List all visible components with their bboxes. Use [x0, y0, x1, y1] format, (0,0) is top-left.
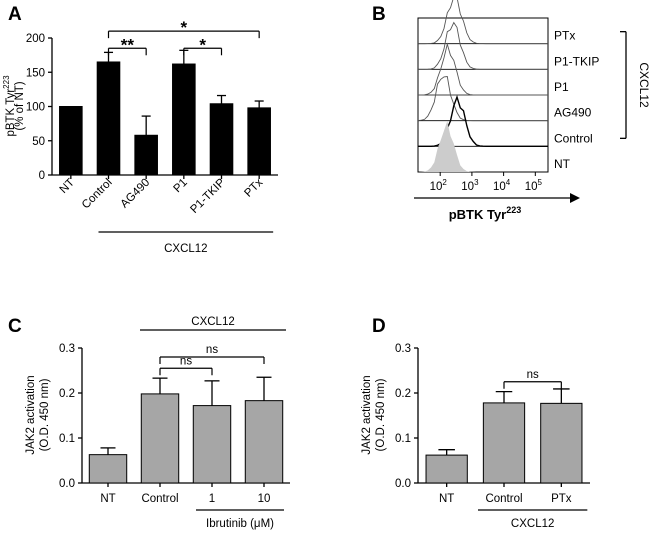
y-tick-label: 0.3	[395, 343, 411, 355]
histogram-filled-nt	[418, 121, 548, 172]
category-label: Control	[80, 177, 115, 212]
sample-label: PTx	[554, 29, 575, 43]
category-label: 10	[258, 493, 271, 505]
y-tick-label: 0.0	[395, 478, 411, 490]
x-tick-label: 102	[430, 178, 448, 193]
y-axis-label: JAK2 activation (O.D. 450 nm)	[361, 375, 387, 454]
y-tick-label: 150	[26, 67, 45, 79]
sample-label: P1	[554, 80, 569, 94]
category-label: P1	[172, 177, 190, 195]
panel-label-b: B	[372, 4, 386, 25]
y-tick-label: 200	[26, 33, 45, 45]
category-label: AG490	[118, 177, 152, 211]
category-label: PTx	[242, 176, 265, 199]
panel-label-c: C	[8, 316, 22, 337]
sample-label: Control	[554, 131, 593, 145]
y-axis-label: JAK2 activation (O.D. 450 nm)	[25, 375, 51, 454]
group-label: CXCL12	[511, 518, 554, 530]
category-label: NT	[100, 493, 115, 505]
panel-b-flow-histograms: PTx P1-TKIP P1 AG490 Control NT 102 103 104 105pB…	[414, 0, 650, 222]
significance-label: ns	[527, 369, 539, 381]
category-label: 1	[209, 493, 215, 505]
bar	[244, 400, 284, 484]
category-label: NT	[439, 493, 454, 505]
y-tick-label: 0.3	[59, 343, 75, 355]
panel-c-bar-chart: 0.0 0.1 0.2 0.3 NT Control 1 10 ns ns JAK2 activat…	[25, 316, 290, 530]
histogram-curve	[418, 94, 548, 148]
significance-label: ns	[206, 344, 218, 356]
panel-label-a: A	[8, 4, 22, 25]
histogram-curve	[418, 21, 548, 70]
y-tick-label: 0.1	[59, 433, 75, 445]
significance-label: ns	[180, 355, 192, 367]
panel-label-d: D	[372, 316, 386, 337]
y-tick-label: 50	[32, 136, 45, 148]
category-label: Control	[141, 493, 178, 505]
top-group-label: CXCL12	[191, 316, 234, 328]
category-label: P1-TKIP	[188, 176, 227, 215]
group-label: CXCL12	[164, 243, 207, 255]
bar	[192, 405, 232, 484]
x-tick-label: 105	[525, 178, 543, 193]
bar	[209, 103, 234, 176]
bar	[59, 106, 83, 176]
y-tick-label: 0.0	[59, 478, 75, 490]
panel-d-bar-chart: 0.0 0.1 0.2 0.3 NT Control PTx ns JAK2 activatio…	[361, 343, 590, 530]
sample-label: AG490	[554, 106, 592, 120]
histogram-curve	[418, 0, 548, 45]
bar	[540, 402, 583, 484]
bottom-group-label: Ibrutinib (μM)	[206, 518, 274, 530]
x-tick-label: 103	[461, 178, 479, 193]
category-label: PTx	[551, 493, 572, 505]
significance-label: *	[199, 35, 206, 54]
y-tick-label: 0.2	[395, 388, 411, 400]
histogram-curve	[417, 76, 548, 122]
y-tick-label: 0.1	[395, 433, 411, 445]
bracket-label: CXCL12	[637, 62, 650, 108]
bar	[425, 454, 468, 484]
y-tick-label: 100	[26, 102, 45, 114]
significance-label: *	[181, 18, 188, 37]
category-label: Control	[485, 493, 522, 505]
bar	[140, 393, 180, 484]
bar	[134, 134, 158, 176]
x-axis-label: pBTK Tyr223	[449, 205, 522, 222]
y-tick-label: 0	[39, 170, 45, 182]
significance-label: **	[121, 35, 135, 54]
y-tick-label: 0.2	[59, 388, 75, 400]
bar	[96, 61, 121, 176]
histogram-curve	[418, 42, 548, 96]
category-label: NT	[58, 177, 77, 196]
bar	[88, 454, 128, 484]
x-tick-label: 104	[493, 178, 511, 193]
bar	[172, 63, 196, 176]
y-axis-label: pBTK Tyr223 (% of NT)	[2, 75, 26, 137]
sample-label: NT	[554, 157, 571, 171]
arrow-head	[570, 193, 580, 203]
sample-label: P1-TKIP	[554, 54, 599, 68]
bar	[247, 107, 271, 176]
bar	[482, 402, 526, 484]
